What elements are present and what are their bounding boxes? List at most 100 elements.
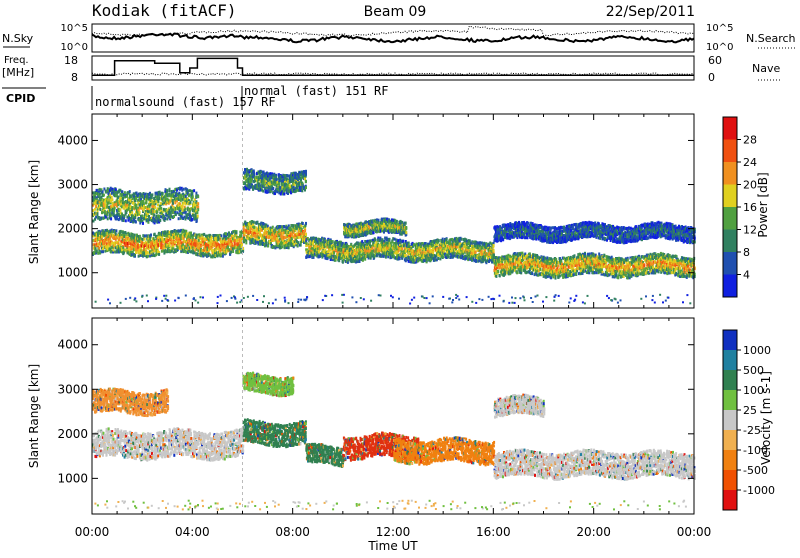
heatmap-cell xyxy=(144,238,146,241)
nave-tick-bottom: 0 xyxy=(708,71,715,84)
heatmap-cell xyxy=(196,219,198,222)
heatmap-cell xyxy=(276,178,278,181)
nsky-label: N.Sky xyxy=(2,32,34,45)
heatmap-cell xyxy=(167,239,169,242)
heatmap-cell xyxy=(230,251,232,254)
noise-tick-right-top: 10^5 xyxy=(706,23,733,34)
heatmap-cell xyxy=(253,226,255,229)
heatmap-cell xyxy=(103,194,105,197)
heatmap-cell xyxy=(236,231,238,234)
freq-label-line1: Freq. xyxy=(4,55,29,66)
heatmap-cell xyxy=(107,217,109,220)
heatmap-cell xyxy=(379,237,381,240)
heatmap-cell xyxy=(139,211,141,214)
heatmap-cell xyxy=(147,255,149,258)
freq-panel-frame xyxy=(92,56,694,80)
heatmap-cell xyxy=(160,207,162,210)
heatmap-cell xyxy=(116,217,118,220)
heatmap-cell xyxy=(112,249,114,252)
heatmap-cell xyxy=(166,189,168,192)
freq-tick-bottom: 8 xyxy=(71,71,78,84)
heatmap-cell xyxy=(160,202,162,205)
freq-lines xyxy=(92,58,694,75)
heatmap-cell xyxy=(119,236,121,239)
heatmap-cell xyxy=(389,239,391,242)
heatmap-cell xyxy=(261,234,263,237)
heatmap-cell xyxy=(119,208,121,211)
heatmap-cell xyxy=(115,188,117,191)
heatmap-cell xyxy=(227,245,229,248)
heatmap-cell xyxy=(134,234,136,237)
heatmap-cell xyxy=(115,233,117,236)
heatmap-cell xyxy=(172,202,174,205)
heatmap-cell xyxy=(114,207,116,210)
heatmap-cell xyxy=(111,196,113,199)
heatmap-cell xyxy=(304,229,306,232)
heatmap-cell xyxy=(265,242,267,245)
heatmap-cell xyxy=(185,230,187,233)
heatmap-cell xyxy=(403,244,405,247)
heatmap-cell xyxy=(329,248,331,251)
date-title: 22/Sep/2011 xyxy=(606,4,695,20)
heatmap-cell xyxy=(150,234,152,237)
heatmap-cell xyxy=(142,238,144,241)
heatmap-cell xyxy=(195,192,197,195)
heatmap-cell xyxy=(401,248,403,251)
heatmap-cell xyxy=(157,203,159,206)
heatmap-cell xyxy=(272,226,274,229)
heatmap-cell xyxy=(200,245,202,248)
heatmap-cell xyxy=(192,195,194,198)
heatmap-cell xyxy=(394,238,396,241)
heatmap-cell xyxy=(173,215,175,218)
heatmap-cell xyxy=(113,213,115,216)
noise-tick-left-bottom: 10^0 xyxy=(61,42,88,53)
heatmap-cell xyxy=(154,206,156,209)
heatmap-cell xyxy=(267,244,269,247)
heatmap-cell xyxy=(272,187,274,190)
heatmap-cell xyxy=(302,222,304,225)
heatmap-cell xyxy=(225,237,227,240)
heatmap-cell xyxy=(305,233,307,236)
heatmap-cell xyxy=(183,188,185,191)
heatmap-cell xyxy=(279,183,281,186)
heatmap-cell xyxy=(175,213,177,216)
cpid-segment-2: normal (fast) 151 RF xyxy=(244,84,389,98)
heatmap-cell xyxy=(197,208,199,211)
heatmap-cell xyxy=(143,202,145,205)
heatmap-cell xyxy=(213,241,215,244)
heatmap-cell xyxy=(158,253,160,256)
heatmap-cell xyxy=(197,215,199,218)
heatmap-cell xyxy=(135,221,137,224)
heatmap-cell xyxy=(148,215,150,218)
heatmap-cell xyxy=(432,251,434,254)
heatmap-cell xyxy=(185,211,187,214)
heatmap-cell xyxy=(364,240,366,243)
heatmap-cell xyxy=(223,246,225,249)
heatmap-cell xyxy=(122,196,124,199)
heatmap-cell xyxy=(190,232,192,235)
heatmap-cell xyxy=(269,172,271,175)
heatmap-cell xyxy=(189,189,191,192)
heatmap-cell xyxy=(305,173,307,176)
heatmap-cell xyxy=(191,190,193,193)
heatmap-cell xyxy=(275,176,277,179)
heatmap-cell xyxy=(141,214,143,217)
heatmap-cell xyxy=(332,240,334,243)
heatmap-cell xyxy=(129,190,131,193)
heatmap-cell xyxy=(131,197,133,200)
heatmap-cell xyxy=(184,208,186,211)
heatmap-cell xyxy=(405,254,407,257)
heatmap-cell xyxy=(264,184,266,187)
heatmap-cell xyxy=(120,230,122,233)
heatmap-cell xyxy=(164,217,166,220)
heatmap-cell xyxy=(110,217,112,220)
heatmap-cell xyxy=(133,193,135,196)
heatmap-cell xyxy=(305,170,307,173)
heatmap-cell xyxy=(364,258,366,261)
heatmap-cell xyxy=(111,199,113,202)
heatmap-cell xyxy=(125,219,127,222)
heatmap-cell xyxy=(129,213,131,216)
heatmap-cell xyxy=(178,217,180,220)
nsky-line xyxy=(92,34,694,43)
heatmap-cell xyxy=(146,201,148,204)
